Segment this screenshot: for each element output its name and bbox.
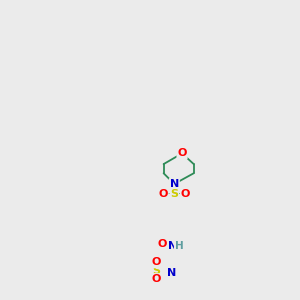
Text: O: O bbox=[181, 189, 190, 199]
Text: O: O bbox=[152, 257, 161, 267]
Text: N: N bbox=[167, 268, 176, 278]
Text: N: N bbox=[170, 179, 179, 189]
Text: O: O bbox=[152, 274, 161, 284]
Text: N: N bbox=[168, 241, 178, 251]
Text: H: H bbox=[175, 241, 184, 251]
Text: O: O bbox=[157, 239, 167, 249]
Text: O: O bbox=[158, 189, 168, 199]
Text: S: S bbox=[170, 189, 178, 199]
Text: O: O bbox=[177, 148, 187, 158]
Text: S: S bbox=[152, 266, 160, 276]
